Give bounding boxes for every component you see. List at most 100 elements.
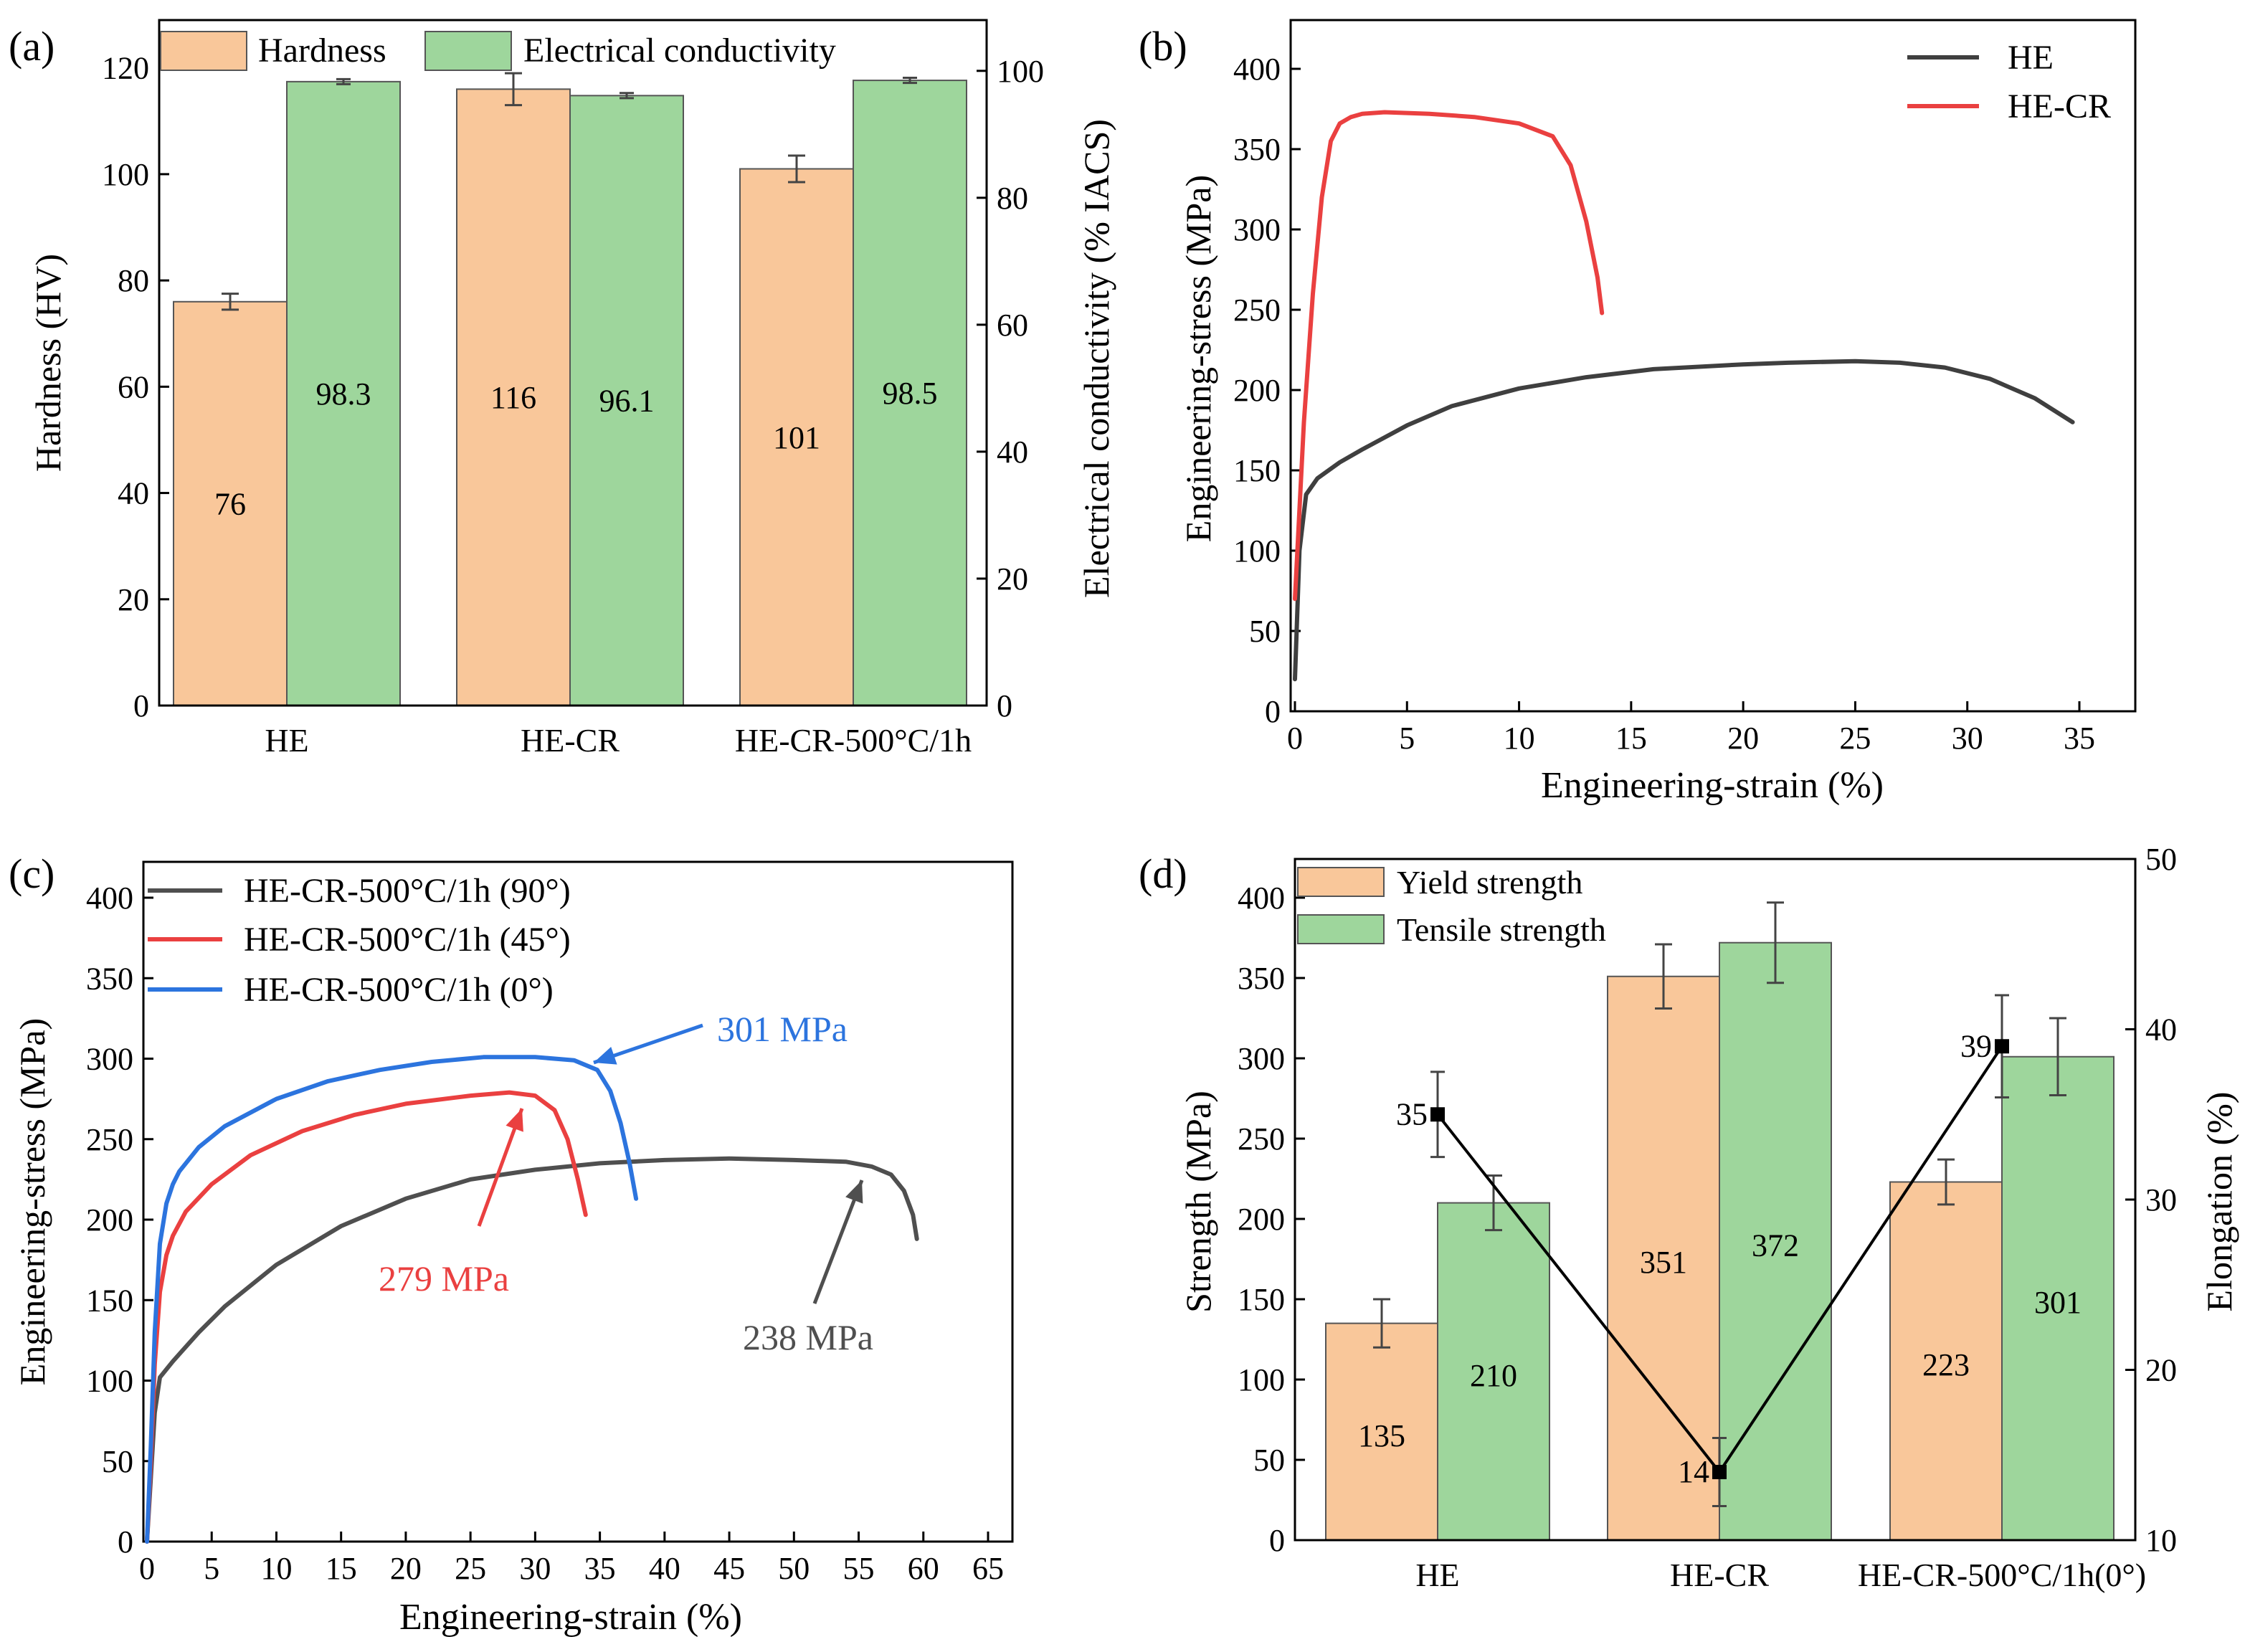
c-xtick-label: 65 — [972, 1551, 1004, 1586]
hardness-value-label: 76 — [214, 486, 246, 521]
elongation-value-label: 39 — [1960, 1028, 1992, 1063]
b-ytick-label: 200 — [1233, 373, 1281, 408]
annotation-301: 301 MPa — [717, 1009, 848, 1049]
panel-a-label: (a) — [9, 23, 54, 70]
c-xtick-label: 45 — [713, 1551, 745, 1586]
line-series-he — [1293, 359, 2075, 682]
line-series-0deg — [145, 1055, 639, 1544]
legend-label-yield: Yield strength — [1397, 864, 1582, 901]
annotation-arrow-301-head — [594, 1046, 617, 1065]
b-xtick-label: 0 — [1287, 721, 1303, 756]
panel-c-label: (c) — [9, 850, 54, 897]
annotation-arrow-238-shaft — [812, 1179, 864, 1304]
conductivity-value-label: 98.5 — [883, 376, 938, 411]
d-y2tick-label: 40 — [2145, 1012, 2177, 1048]
b-ytick-label: 400 — [1233, 52, 1281, 87]
c-xtick-label: 30 — [519, 1551, 551, 1586]
d-ytick-label: 50 — [1253, 1443, 1285, 1478]
b-ytick-label: 250 — [1233, 293, 1281, 328]
a-ytick-label: 100 — [102, 157, 149, 192]
c-ytick-label: 250 — [86, 1122, 133, 1157]
legend-swatch-tensile — [1297, 914, 1385, 944]
c-xtick-label: 5 — [204, 1551, 219, 1586]
a-ylabel: Hardness (HV) — [28, 254, 68, 472]
d-ytick-label: 200 — [1238, 1202, 1285, 1237]
c-ylabel: Engineering-stress (MPa) — [12, 1018, 52, 1385]
c-xtick-label: 60 — [908, 1551, 939, 1586]
d-ytick-label: 400 — [1238, 880, 1285, 916]
elongation-marker — [1995, 1039, 2009, 1054]
b-xtick-label: 20 — [1727, 721, 1759, 756]
c-ytick-label: 300 — [86, 1042, 133, 1077]
d-y2tick-label: 30 — [2145, 1182, 2177, 1217]
b-xtick-label: 25 — [1839, 721, 1871, 756]
c-plot-frame — [142, 860, 1014, 1543]
category-label: HE — [265, 722, 308, 759]
c-xtick-label: 10 — [260, 1551, 292, 1586]
category-label: HE-CR — [1670, 1557, 1769, 1593]
a-y2tick-label: 40 — [997, 435, 1028, 470]
a-ytick-label: 20 — [118, 582, 149, 617]
d-y2tick-label: 20 — [2145, 1353, 2177, 1388]
annotation-arrow-279-head — [506, 1109, 523, 1132]
tensile-value-label: 372 — [1752, 1228, 1799, 1263]
bar-conductivity — [286, 80, 401, 706]
line-series-hecr — [1293, 110, 1605, 602]
b-ytick-label: 0 — [1265, 694, 1281, 729]
legend-swatch-hardness — [160, 31, 247, 71]
a-y2tick-label: 80 — [997, 181, 1028, 216]
c-xtick-label: 25 — [455, 1551, 486, 1586]
category-label: HE-CR — [521, 722, 620, 759]
b-xtick-label: 5 — [1399, 721, 1415, 756]
c-xtick-label: 0 — [139, 1551, 155, 1586]
elongation-marker — [1430, 1107, 1445, 1122]
conductivity-value-label: 96.1 — [599, 384, 655, 419]
c-xtick-label: 40 — [649, 1551, 680, 1586]
c-xtick-label: 35 — [584, 1551, 616, 1586]
legend-label-conductivity: Electrical conductivity — [523, 32, 836, 70]
b-ytick-label: 150 — [1233, 453, 1281, 488]
c-ytick-label: 200 — [86, 1202, 133, 1238]
a-y2tick-label: 20 — [997, 561, 1028, 597]
b-xlabel: Engineering-strain (%) — [1541, 765, 1884, 806]
yield-value-label: 351 — [1640, 1245, 1687, 1280]
legend-label-hecr: HE-CR — [2008, 87, 2111, 125]
c-xtick-label: 55 — [843, 1551, 875, 1586]
d-ytick-label: 150 — [1238, 1282, 1285, 1317]
a-ytick-label: 0 — [133, 688, 149, 723]
b-ytick-label: 50 — [1249, 614, 1281, 649]
bar-hardness — [173, 300, 288, 706]
bar-yield-strength — [1325, 1322, 1438, 1541]
d-y2label: Elongation (%) — [2199, 1092, 2239, 1312]
elongation-value-label: 14 — [1678, 1454, 1709, 1489]
d-y2tick-label: 50 — [2145, 842, 2177, 877]
category-label: HE-CR-500°C/1h — [735, 722, 972, 759]
b-xtick-label: 35 — [2064, 721, 2095, 756]
d-y2tick-label: 10 — [2145, 1523, 2177, 1558]
yield-value-label: 223 — [1922, 1347, 1970, 1382]
chart-b: 0 50 100 150 200 250 300 350 400 0 5 10 15 20 25 30 35 En… — [1178, 19, 2137, 806]
tensile-value-label: 210 — [1470, 1358, 1517, 1393]
d-ytick-label: 300 — [1238, 1041, 1285, 1076]
chart-a: 76 98.3 HE 116 96.1 HE-CR 101 98.5 HE-CR-500°C/1… — [28, 19, 1116, 759]
b-ytick-label: 100 — [1233, 533, 1281, 569]
d-ytick-label: 250 — [1238, 1121, 1285, 1157]
elongation-marker — [1712, 1465, 1727, 1479]
chart-c: 0 50 100 150 200 250 300 350 400 0 5 10 15 20 25 30 35 40… — [12, 860, 1014, 1638]
c-xtick-label: 20 — [390, 1551, 422, 1586]
d-ylabel: Strength (MPa) — [1178, 1091, 1218, 1313]
hardness-value-label: 101 — [773, 420, 820, 455]
b-xtick-label: 30 — [1952, 721, 1983, 756]
yield-value-label: 135 — [1358, 1418, 1405, 1453]
c-ytick-label: 400 — [86, 880, 133, 916]
d-ytick-label: 100 — [1238, 1362, 1285, 1397]
annotation-279: 279 MPa — [379, 1258, 509, 1299]
c-xlabel: Engineering-strain (%) — [399, 1597, 742, 1638]
c-xtick-label: 50 — [778, 1551, 810, 1586]
annotation-arrow-238-head — [845, 1180, 863, 1204]
panel-b-label: (b) — [1139, 23, 1187, 70]
b-ytick-label: 300 — [1233, 212, 1281, 247]
a-y2tick-label: 100 — [997, 54, 1044, 89]
legend-label-hardness: Hardness — [258, 32, 386, 70]
a-plot-frame — [158, 19, 988, 707]
